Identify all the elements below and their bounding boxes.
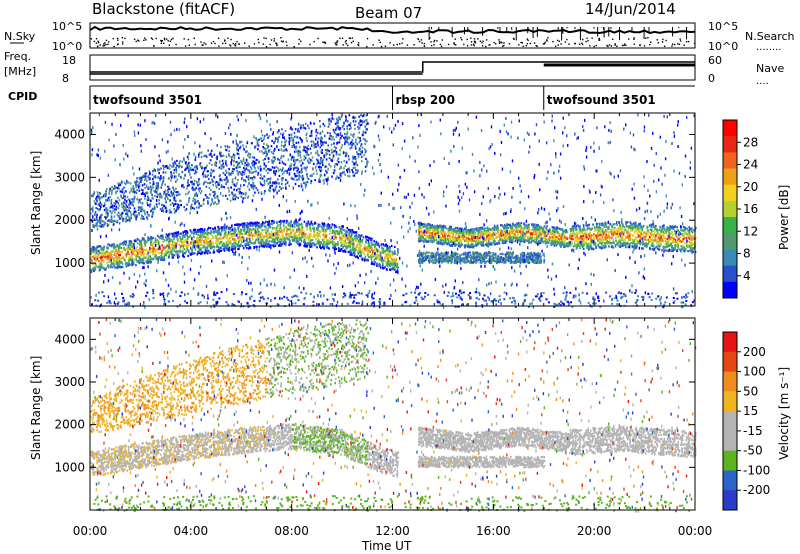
colorbar-tick-label: -100	[743, 463, 770, 477]
freq-tick: 8	[62, 72, 69, 85]
y-tick-label: 3000	[54, 375, 85, 389]
colorbar-tick-label: 200	[743, 345, 766, 359]
velocity-ylabel: Slant Range [km]	[29, 356, 43, 460]
svg-text:........: ........	[756, 42, 781, 53]
colorbar-tick-label: 20	[743, 180, 758, 194]
colorbar-tick-label: -200	[743, 483, 770, 497]
cpid-row: twofsound 3501 rbsp 200 twofsound 3501	[89, 85, 695, 110]
nsearch-label: N.Search	[745, 30, 795, 43]
freq-panel	[89, 54, 696, 81]
x-tick-label: 04:00	[174, 524, 209, 538]
x-tick-label: 00:00	[73, 524, 108, 538]
velocity-yaxis: 1000 2000 3000 4000	[54, 318, 695, 510]
cpid-segment-label: twofsound 3501	[547, 93, 656, 107]
nave-tick: 60	[708, 54, 722, 67]
colorbar-tick-label: 4	[743, 269, 751, 283]
nave-trace	[90, 63, 695, 75]
y-tick-label: 2000	[54, 418, 85, 432]
noise-panel	[89, 22, 696, 49]
y-tick-label: 2000	[54, 213, 85, 227]
freq-trace	[90, 61, 695, 73]
nsky-trace	[89, 25, 696, 35]
nave-label: Nave	[756, 62, 784, 75]
x-tick-label: 08:00	[274, 524, 309, 538]
cpid-segment-label: twofsound 3501	[93, 93, 202, 107]
y-tick-label: 4000	[54, 332, 85, 346]
colorbar-tick-label: -15	[743, 424, 763, 438]
nsky-label: N.Sky	[4, 30, 36, 43]
velocity-scatter	[90, 318, 697, 513]
colorbar-tick-label: 28	[743, 135, 758, 149]
y-tick-label: 1000	[54, 256, 85, 270]
y-tick-label: 4000	[54, 127, 85, 141]
velocity-panel	[89, 317, 696, 511]
x-tick-label: 16:00	[476, 524, 511, 538]
y-tick-label: 1000	[54, 460, 85, 474]
velocity-colorbar-label: Velocity [m s⁻¹]	[777, 367, 791, 460]
x-tick-label: 20:00	[577, 524, 612, 538]
noise-right-tick: 10^5	[708, 20, 738, 33]
x-tick-label: 12:00	[375, 524, 410, 538]
freq-unit-label: [MHz]	[4, 65, 36, 78]
colorbar-tick-label: 16	[743, 202, 758, 216]
power-yaxis: 1000 2000 3000 4000	[54, 113, 695, 306]
power-colorbar: 28 24 20 16 12 8 4	[722, 119, 758, 299]
colorbar-tick-label: 100	[743, 365, 766, 379]
colorbar-tick-label: 15	[743, 404, 758, 418]
colorbar-tick-label: 24	[743, 158, 758, 172]
y-tick-label: 3000	[54, 170, 85, 184]
velocity-xlabel: Time UT	[361, 539, 412, 553]
cpid-label: CPID	[8, 90, 37, 103]
colorbar-tick-label: 50	[743, 384, 758, 398]
station-title: Blackstone (fitACF)	[92, 0, 235, 18]
power-colorbar-label: Power [dB]	[777, 185, 791, 250]
freq-tick: 18	[62, 54, 76, 67]
power-ylabel: Slant Range [km]	[29, 151, 43, 255]
cpid-segment-label: rbsp 200	[396, 93, 455, 107]
date-title: 14/Jun/2014	[585, 0, 676, 18]
velocity-colorbar: 200 100 50 15 -15 -50 -100 -200	[722, 331, 770, 511]
velocity-xaxis: 00:00 04:00 08:00 12:00 16:00 20:00 00:00	[73, 524, 713, 538]
svg-text:....: ....	[756, 76, 769, 87]
beam-title: Beam 07	[355, 4, 422, 22]
x-tick-label: 00:00	[678, 524, 713, 538]
noise-left-tick: 10^0	[52, 40, 82, 53]
colorbar-tick-label: -50	[743, 444, 763, 458]
nave-tick: 0	[708, 72, 715, 85]
colorbar-tick-label: 8	[743, 247, 751, 261]
freq-label: Freq.	[4, 50, 31, 63]
noise-traces	[89, 25, 696, 48]
noise-right-tick: 10^0	[708, 40, 738, 53]
noise-left-tick: 10^5	[52, 20, 82, 33]
colorbar-tick-label: 12	[743, 224, 758, 238]
power-scatter	[90, 113, 697, 309]
